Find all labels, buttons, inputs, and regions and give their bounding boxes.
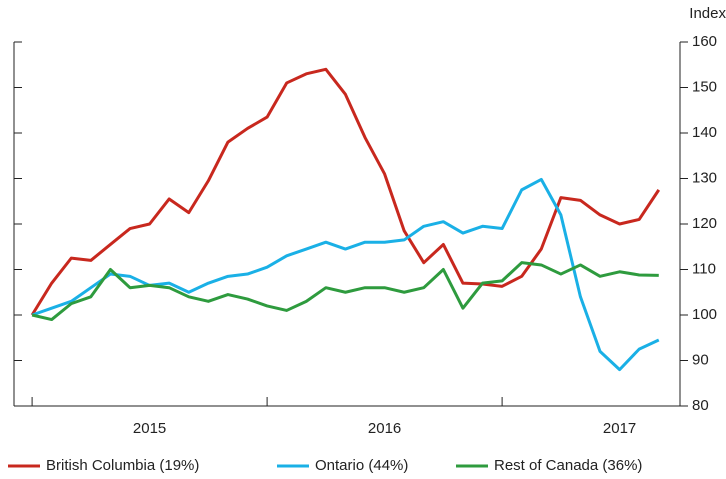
series-line xyxy=(30,67,661,316)
series-line xyxy=(31,177,660,372)
y-tick-label: 100 xyxy=(692,306,717,323)
x-tick-label: 2017 xyxy=(603,420,636,437)
x-tick-label: 2016 xyxy=(368,420,401,437)
legend-label: Rest of Canada (36%) xyxy=(494,457,642,474)
legend-label: Ontario (44%) xyxy=(315,457,408,474)
y-tick-label: 120 xyxy=(692,215,717,232)
y-tick-label: 130 xyxy=(692,169,717,186)
y-tick-label: 150 xyxy=(692,78,717,95)
series-line xyxy=(31,261,659,322)
legend-label: British Columbia (19%) xyxy=(46,457,199,474)
y-tick-label: 110 xyxy=(692,260,716,277)
y-tick-label: 90 xyxy=(692,351,709,368)
x-tick-label: 2015 xyxy=(133,420,166,437)
y-tick-label: 80 xyxy=(692,397,709,414)
y-tick-label: 160 xyxy=(692,33,717,50)
y-tick-label: 140 xyxy=(692,124,717,141)
y-axis-label: Index xyxy=(689,5,726,22)
